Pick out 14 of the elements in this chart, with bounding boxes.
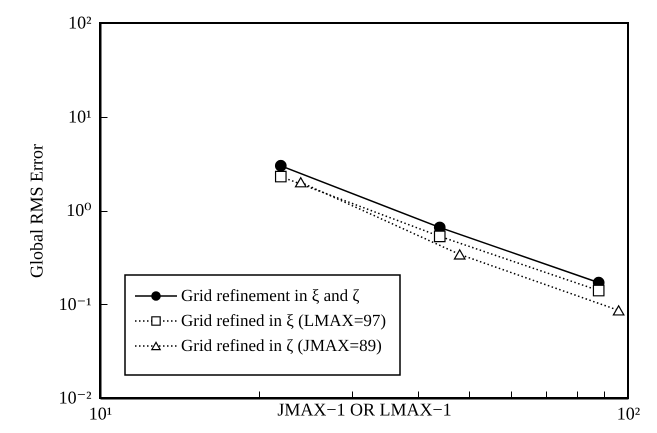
point — [592, 284, 605, 296]
point — [434, 230, 446, 242]
y-tick-label: 10⁻² — [58, 388, 92, 408]
legend-label: Grid refined in ζ (JMAX=89) — [181, 336, 382, 355]
y-tick-label: 10² — [68, 12, 92, 32]
point — [274, 160, 287, 172]
y-tick-label: 10⁰ — [66, 200, 92, 220]
y-axis-title: Global RMS Error — [26, 144, 47, 278]
legend-label: Grid refined in ξ (LMAX=97) — [181, 311, 386, 330]
y-tick-label: 10¹ — [68, 106, 92, 126]
y-tick-label: 10⁻¹ — [58, 294, 92, 314]
x-axis-title: JMAX−1 OR LMAX−1 — [277, 400, 452, 420]
point — [274, 170, 287, 182]
legend-label: Grid refinement in ξ and ζ — [181, 286, 360, 305]
